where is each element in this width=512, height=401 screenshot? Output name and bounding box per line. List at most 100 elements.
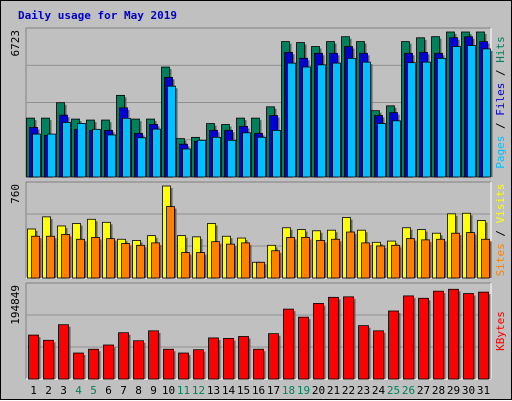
pages-bar xyxy=(287,62,296,178)
x-tick-label: 30 xyxy=(462,384,475,397)
x-tick-label: 21 xyxy=(327,384,340,397)
sites-bar xyxy=(271,250,280,279)
kbytes-bar xyxy=(478,291,489,380)
kbytes-bar xyxy=(418,297,429,380)
kbytes-bar xyxy=(463,293,474,380)
visitors-legend: Sites / Visits xyxy=(494,184,507,277)
kbytes-bar xyxy=(88,348,99,380)
x-tick-label: 17 xyxy=(267,384,280,397)
x-tick-label: 24 xyxy=(372,384,386,397)
kbytes-bar xyxy=(373,330,384,380)
sites-bar xyxy=(31,235,40,279)
sites-bar xyxy=(421,239,430,279)
x-tick-label: 20 xyxy=(312,384,325,397)
pages-bar xyxy=(47,133,56,178)
x-tick-label: 13 xyxy=(207,384,220,397)
x-tick-label: 8 xyxy=(135,384,142,397)
pages-bar xyxy=(137,137,146,178)
x-tick-label: 2 xyxy=(45,384,52,397)
visitors-ymax-label: 760 xyxy=(9,184,22,204)
pages-bar xyxy=(347,57,356,178)
kbytes-bar xyxy=(313,303,324,380)
kbytes-bar xyxy=(58,324,69,380)
pages-bar xyxy=(92,128,101,178)
kbytes-bar xyxy=(208,337,219,380)
sites-bar xyxy=(181,252,190,279)
traffic-legend-entry: KBytes xyxy=(494,311,507,351)
kbytes-bar xyxy=(148,330,159,380)
sites-bar xyxy=(151,242,160,279)
x-tick-label: 3 xyxy=(60,384,67,397)
pages-bar xyxy=(392,120,401,178)
x-tick-label: 10 xyxy=(162,384,175,397)
pages-bar xyxy=(197,139,206,178)
sites-bar xyxy=(346,231,355,279)
usage-legend-entry: / xyxy=(494,116,507,136)
x-tick-label: 15 xyxy=(237,384,250,397)
kbytes-bar xyxy=(28,334,39,380)
kbytes-bar xyxy=(298,316,309,380)
sites-bar xyxy=(301,237,310,279)
sites-bar xyxy=(166,206,175,279)
sites-bar xyxy=(211,241,220,279)
pages-bar xyxy=(122,117,131,178)
pages-bar xyxy=(272,130,281,178)
pages-bar xyxy=(257,136,266,178)
kbytes-bar xyxy=(193,349,204,380)
kbytes-bar xyxy=(133,340,144,380)
usage-legend-entry: / xyxy=(494,63,507,83)
pages-bar xyxy=(242,132,251,178)
x-tick-label: 18 xyxy=(282,384,295,397)
pages-bar xyxy=(332,62,341,178)
pages-bar xyxy=(437,57,446,178)
sites-bar xyxy=(331,238,340,279)
kbytes-bar xyxy=(103,344,114,380)
pages-bar xyxy=(362,61,371,178)
kbytes-bar xyxy=(238,336,249,380)
x-tick-label: 31 xyxy=(477,384,490,397)
pages-bar xyxy=(467,45,476,178)
sites-bar xyxy=(136,244,145,279)
x-tick-label: 25 xyxy=(387,384,400,397)
x-tick-label: 16 xyxy=(252,384,265,397)
sites-bar xyxy=(46,235,55,279)
x-tick-label: 14 xyxy=(222,384,236,397)
x-tick-label: 22 xyxy=(342,384,355,397)
sites-bar xyxy=(226,243,235,279)
sites-bar xyxy=(256,261,265,279)
visitors-legend-entry: Visits xyxy=(494,184,507,224)
pages-bar xyxy=(452,46,461,178)
kbytes-bar xyxy=(178,352,189,380)
pages-bar xyxy=(152,128,161,178)
kbytes-bar xyxy=(403,295,414,380)
chart-title: Daily usage for May 2019 xyxy=(18,9,177,22)
kbytes-bar xyxy=(448,288,459,380)
kbytes-bar xyxy=(268,333,279,380)
sites-bar xyxy=(91,237,100,279)
usage-legend-entry: Hits xyxy=(494,36,507,63)
pages-bar xyxy=(317,64,326,178)
pages-bar xyxy=(167,85,176,178)
usage-ymax-label: 6723 xyxy=(9,30,22,57)
x-tick-label: 29 xyxy=(447,384,460,397)
x-tick-label: 26 xyxy=(402,384,415,397)
kbytes-bar xyxy=(343,296,354,380)
kbytes-bar xyxy=(388,310,399,380)
sites-bar xyxy=(361,242,370,279)
pages-bar xyxy=(227,139,236,178)
x-tick-label: 27 xyxy=(417,384,430,397)
kbytes-bar xyxy=(163,348,174,380)
x-tick-label: 19 xyxy=(297,384,310,397)
pages-bar xyxy=(377,123,386,178)
kbytes-bar xyxy=(118,332,129,380)
sites-bar xyxy=(406,238,415,279)
pages-bar xyxy=(407,62,416,178)
sites-bar xyxy=(106,238,115,279)
traffic-legend: KBytes xyxy=(494,311,507,351)
traffic-ymax-label: 194849 xyxy=(9,285,22,325)
x-tick-label: 9 xyxy=(150,384,157,397)
x-tick-label: 7 xyxy=(120,384,127,397)
sites-bar xyxy=(451,232,460,279)
